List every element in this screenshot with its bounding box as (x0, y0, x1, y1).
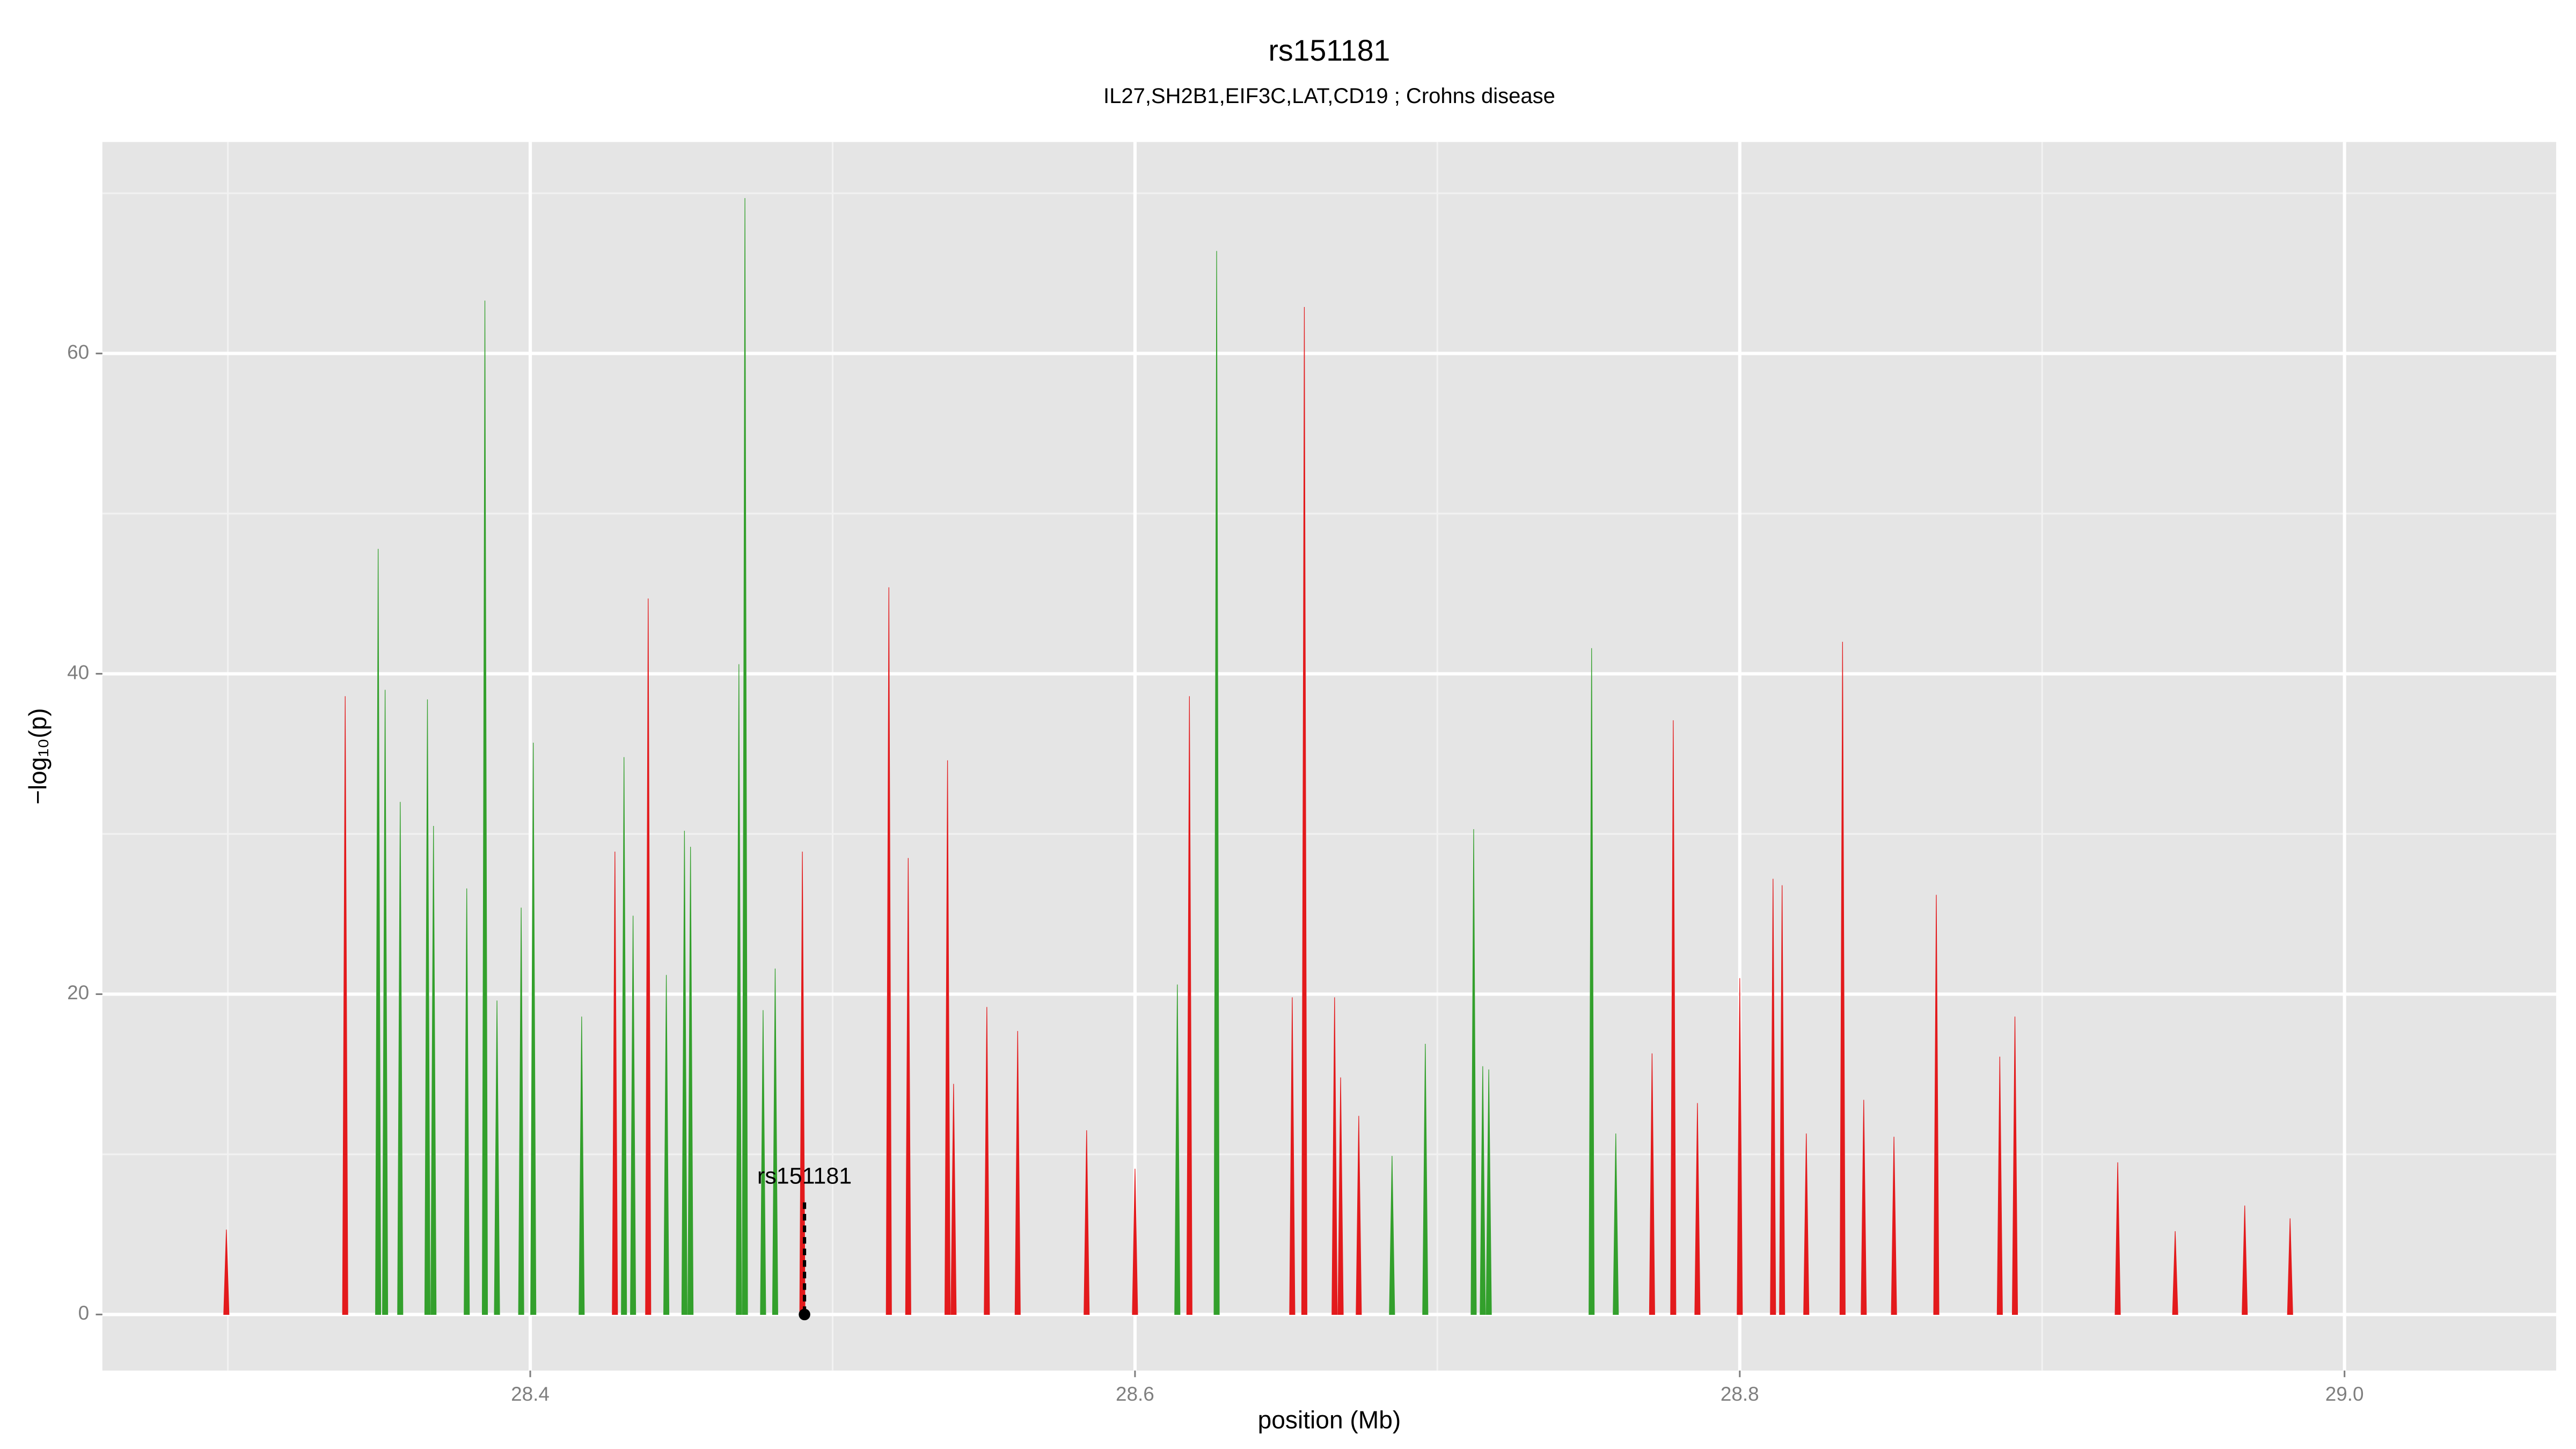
x-axis-title: position (Mb) (1258, 1406, 1401, 1433)
spike (579, 1016, 585, 1315)
spike (397, 802, 404, 1315)
y-tick-label: 40 (67, 661, 89, 683)
spike (2114, 1162, 2121, 1315)
spike (1861, 1100, 1867, 1315)
spike (1891, 1137, 1897, 1315)
spike (1694, 1103, 1701, 1315)
spike (430, 826, 437, 1315)
spike (1779, 885, 1785, 1315)
spike (1289, 997, 1296, 1315)
x-tick-label: 29.0 (2325, 1383, 2364, 1405)
y-axis-title: −log₁₀(p) (24, 708, 52, 804)
spike (1670, 720, 1677, 1315)
spike (1933, 895, 1940, 1315)
spike (1331, 997, 1338, 1315)
spike (375, 548, 382, 1315)
spike (1649, 1053, 1655, 1315)
x-tick-label: 28.4 (511, 1383, 550, 1405)
spike (945, 760, 951, 1315)
spike (905, 858, 911, 1315)
plot-panel (102, 142, 2557, 1371)
spike (464, 888, 470, 1315)
spike (2242, 1205, 2248, 1315)
spike (1014, 1031, 1021, 1315)
spike (382, 690, 389, 1315)
spike (2287, 1218, 2293, 1315)
spike (1356, 1116, 1362, 1315)
spike (1589, 648, 1595, 1315)
spike (1839, 641, 1846, 1315)
spike (1301, 307, 1307, 1315)
spike (612, 851, 618, 1315)
spike (1470, 829, 1477, 1315)
spike (481, 301, 488, 1315)
spike (342, 696, 348, 1315)
y-tick-label: 0 (78, 1302, 90, 1324)
spike (1737, 978, 1743, 1315)
chart-subtitle: IL27,SH2B1,EIF3C,LAT,CD19 ; Crohns disea… (1103, 84, 1555, 108)
spike (663, 975, 670, 1315)
spike (494, 1000, 500, 1315)
spike (1132, 1168, 1138, 1315)
spike (687, 846, 694, 1315)
spike (950, 1084, 957, 1315)
spike (1996, 1056, 2003, 1315)
spike (530, 742, 537, 1315)
annotation-point (799, 1308, 810, 1321)
spike (424, 699, 431, 1315)
spike (1803, 1133, 1810, 1315)
annotation-label: rs151181 (757, 1163, 852, 1189)
spike (984, 1007, 990, 1315)
spike (1422, 1043, 1429, 1315)
spike (645, 598, 652, 1315)
spike (1480, 1066, 1486, 1315)
spike (1613, 1133, 1619, 1315)
chart-title: rs151181 (1269, 34, 1391, 67)
spike (621, 757, 627, 1315)
x-tick-label: 28.6 (1116, 1383, 1154, 1405)
spike (630, 916, 636, 1315)
spike (1084, 1130, 1090, 1315)
spike (742, 198, 748, 1315)
spike (1337, 1077, 1344, 1315)
spike (1186, 696, 1192, 1315)
spike (885, 587, 892, 1315)
spike (1485, 1069, 1492, 1315)
y-tick-label: 60 (67, 341, 89, 363)
spike (1213, 251, 1220, 1315)
x-tick-label: 28.8 (1721, 1383, 1759, 1405)
spike (518, 908, 524, 1315)
spike (2172, 1231, 2178, 1315)
spike (772, 968, 778, 1315)
spike (1389, 1155, 1395, 1315)
spike (1174, 984, 1181, 1315)
spike (681, 831, 687, 1315)
spike (2011, 1016, 2018, 1315)
y-tick-label: 20 (67, 982, 89, 1004)
spike (760, 1010, 766, 1315)
spike (223, 1230, 230, 1315)
spike (1770, 879, 1776, 1315)
spike (736, 664, 742, 1315)
